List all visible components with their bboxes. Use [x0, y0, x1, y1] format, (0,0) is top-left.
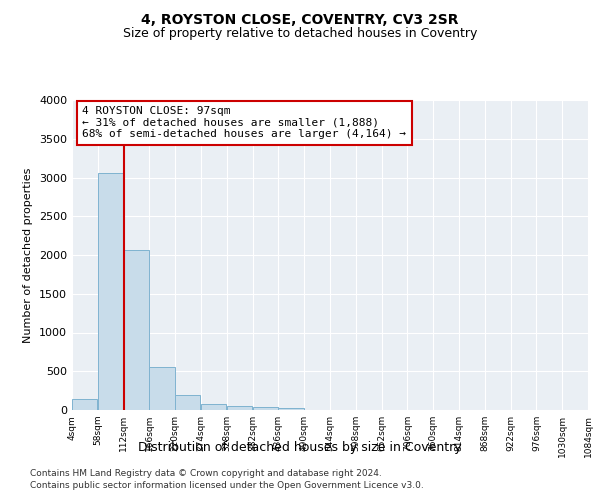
Bar: [72, 399, 97, 410]
Text: Distribution of detached houses by size in Coventry: Distribution of detached houses by size …: [138, 441, 462, 454]
Bar: [201, 404, 226, 410]
Text: 4, ROYSTON CLOSE, COVENTRY, CV3 2SR: 4, ROYSTON CLOSE, COVENTRY, CV3 2SR: [141, 12, 459, 26]
Bar: [175, 394, 200, 410]
Bar: [98, 173, 123, 410]
Text: Size of property relative to detached houses in Coventry: Size of property relative to detached ho…: [123, 28, 477, 40]
Text: Contains public sector information licensed under the Open Government Licence v3: Contains public sector information licen…: [30, 481, 424, 490]
Bar: [124, 250, 149, 410]
Bar: [149, 366, 175, 410]
Bar: [278, 408, 304, 410]
Bar: [227, 406, 252, 410]
Text: 4 ROYSTON CLOSE: 97sqm
← 31% of detached houses are smaller (1,888)
68% of semi-: 4 ROYSTON CLOSE: 97sqm ← 31% of detached…: [82, 106, 406, 140]
Text: Contains HM Land Registry data © Crown copyright and database right 2024.: Contains HM Land Registry data © Crown c…: [30, 468, 382, 477]
Y-axis label: Number of detached properties: Number of detached properties: [23, 168, 34, 342]
Bar: [253, 407, 278, 410]
